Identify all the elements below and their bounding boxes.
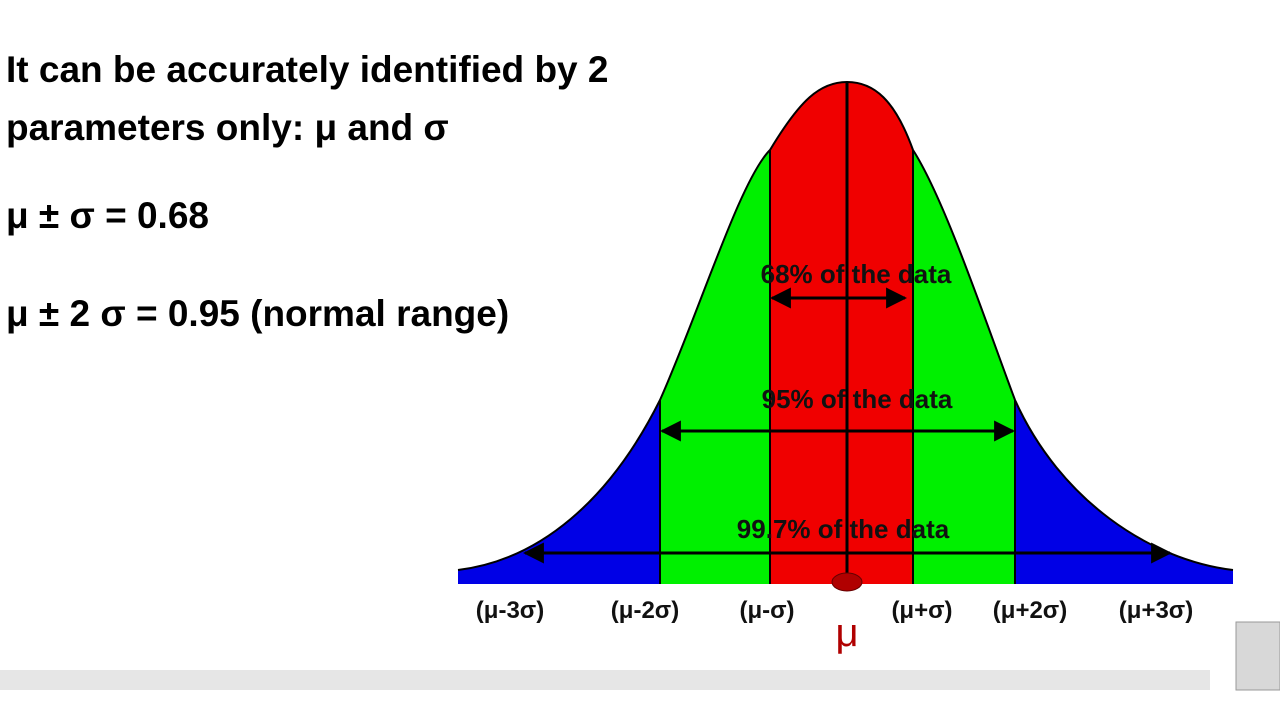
range-label: 95% of the data (762, 384, 953, 414)
scroll-bar (0, 670, 1210, 690)
heading-line: It can be accurately identified by 2 (6, 49, 608, 90)
thumbnail (1235, 621, 1280, 691)
range-arrows (522, 287, 1173, 564)
axis-label: (μ-3σ) (476, 597, 544, 624)
mean-label: μ (835, 611, 858, 655)
axis-label: (μ+σ) (891, 597, 952, 624)
mean-point (831, 572, 863, 592)
axis-label: (μ+2σ) (993, 597, 1067, 624)
axis-label: (μ+3σ) (1119, 597, 1193, 624)
formula: μ ± 2 σ = 0.95 (normal range) (6, 293, 509, 334)
heading-line: parameters only: μ and σ (6, 107, 449, 148)
axis-label: (μ-2σ) (611, 597, 679, 624)
range-label: 99.7% of the data (737, 514, 950, 544)
formula: μ ± σ = 0.68 (6, 195, 209, 236)
range-label: 68% of the data (761, 259, 952, 289)
axis-label: (μ-σ) (739, 597, 794, 624)
